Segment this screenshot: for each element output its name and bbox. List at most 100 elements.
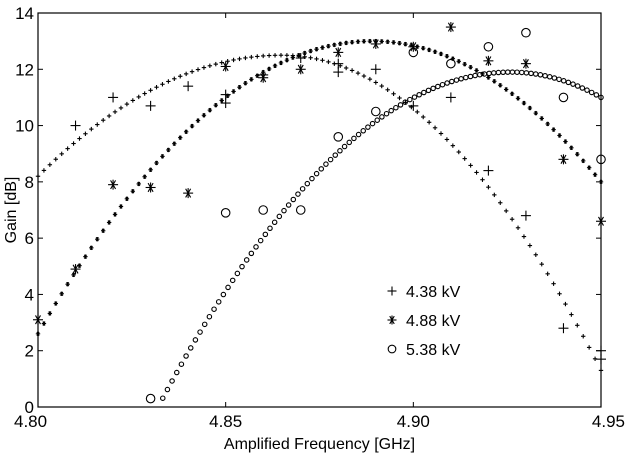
- fit-point: [509, 91, 515, 97]
- fit-point: [272, 53, 278, 58]
- fit-point: [397, 40, 402, 46]
- fit-point: [453, 77, 460, 83]
- fit-curve-1: [35, 38, 604, 337]
- fit-point: [456, 149, 461, 155]
- fit-point: [355, 131, 362, 138]
- fit-point: [112, 109, 118, 115]
- fit-point: [391, 91, 396, 96]
- legend-label: 5.38 kV: [406, 342, 461, 359]
- fit-point: [486, 70, 492, 77]
- y-tick-label: 8: [25, 173, 34, 192]
- fit-point: [187, 345, 194, 351]
- fit-point: [373, 80, 378, 85]
- fit-point: [47, 311, 53, 316]
- fit-point: [183, 129, 189, 134]
- data-point-series-1: [220, 61, 231, 72]
- fit-point: [106, 220, 112, 225]
- fit-point: [278, 60, 284, 66]
- fit-point: [569, 312, 574, 317]
- fit-point: [474, 68, 479, 73]
- fit-point: [53, 157, 58, 162]
- fit-point: [514, 69, 520, 75]
- fit-point: [369, 120, 376, 127]
- data-point-series-1: [483, 55, 494, 66]
- data-point-series-1: [295, 64, 306, 75]
- fit-point: [355, 39, 361, 44]
- fit-point: [337, 148, 343, 154]
- fit-point: [527, 105, 533, 111]
- fit-point: [243, 257, 250, 263]
- fit-point: [154, 160, 159, 166]
- fit-point: [397, 102, 404, 108]
- fit-point: [360, 128, 366, 134]
- fit-point: [491, 70, 497, 76]
- fit-point: [557, 291, 562, 296]
- legend-item: 5.38 kV: [387, 342, 461, 359]
- data-point-series-2: [521, 27, 531, 38]
- fit-point: [438, 51, 444, 57]
- fit-point: [537, 72, 544, 78]
- fit-point: [118, 105, 124, 111]
- fit-point: [518, 69, 525, 76]
- fit-point: [402, 99, 408, 105]
- fit-point: [206, 313, 213, 320]
- fit-point: [435, 83, 441, 90]
- fit-point: [130, 189, 136, 194]
- fit-curves: [35, 38, 604, 401]
- fit-point: [197, 329, 203, 335]
- fit-point: [192, 337, 199, 343]
- fit-point: [239, 263, 245, 270]
- fit-point: [523, 70, 530, 76]
- fit-point: [586, 165, 592, 170]
- fit-point: [349, 39, 355, 45]
- fit-point: [166, 147, 171, 153]
- fit-point: [59, 291, 64, 296]
- fit-point: [338, 41, 343, 46]
- fit-point: [416, 91, 422, 98]
- data-point-series-0: [596, 354, 606, 365]
- fit-point: [551, 75, 558, 81]
- fit-point: [327, 156, 334, 163]
- fit-point: [237, 85, 242, 90]
- fit-point: [71, 141, 76, 146]
- fit-point: [545, 271, 550, 277]
- fit-point: [563, 301, 568, 307]
- fit-point: [492, 79, 497, 84]
- legend-label: 4.38 kV: [406, 284, 461, 301]
- fit-point: [407, 96, 413, 103]
- fit-point: [272, 63, 278, 69]
- fit-point: [323, 161, 329, 167]
- fit-point: [148, 167, 153, 172]
- axis-ticks: [37, 12, 602, 408]
- fit-point: [308, 48, 313, 54]
- fit-point: [472, 72, 478, 79]
- y-axis-label: Gain [dB]: [3, 177, 20, 244]
- fit-point: [255, 73, 260, 78]
- fit-point: [495, 69, 502, 76]
- fit-point: [539, 116, 544, 121]
- fit-point: [189, 69, 195, 74]
- data-point-series-0: [445, 92, 456, 103]
- fit-point: [367, 76, 373, 82]
- fit-point: [243, 55, 248, 61]
- fit-point: [160, 395, 166, 401]
- fit-point: [456, 59, 461, 64]
- fit-point: [467, 73, 474, 80]
- fit-point: [65, 282, 70, 287]
- x-tick-label: 4.85: [209, 412, 242, 431]
- data-point-series-0: [108, 92, 119, 103]
- fit-point: [569, 145, 574, 150]
- fit-point: [130, 98, 136, 103]
- fit-point: [444, 53, 450, 59]
- legend-marker: [387, 286, 397, 296]
- fit-point: [237, 56, 242, 62]
- fit-point: [266, 66, 272, 72]
- data-point-series-0: [333, 67, 344, 78]
- fit-point: [551, 127, 556, 132]
- fit-point: [383, 110, 390, 117]
- fit-point: [231, 57, 236, 63]
- data-point-series-1: [70, 264, 81, 275]
- fit-point: [118, 204, 124, 209]
- data-point-series-0: [70, 120, 81, 131]
